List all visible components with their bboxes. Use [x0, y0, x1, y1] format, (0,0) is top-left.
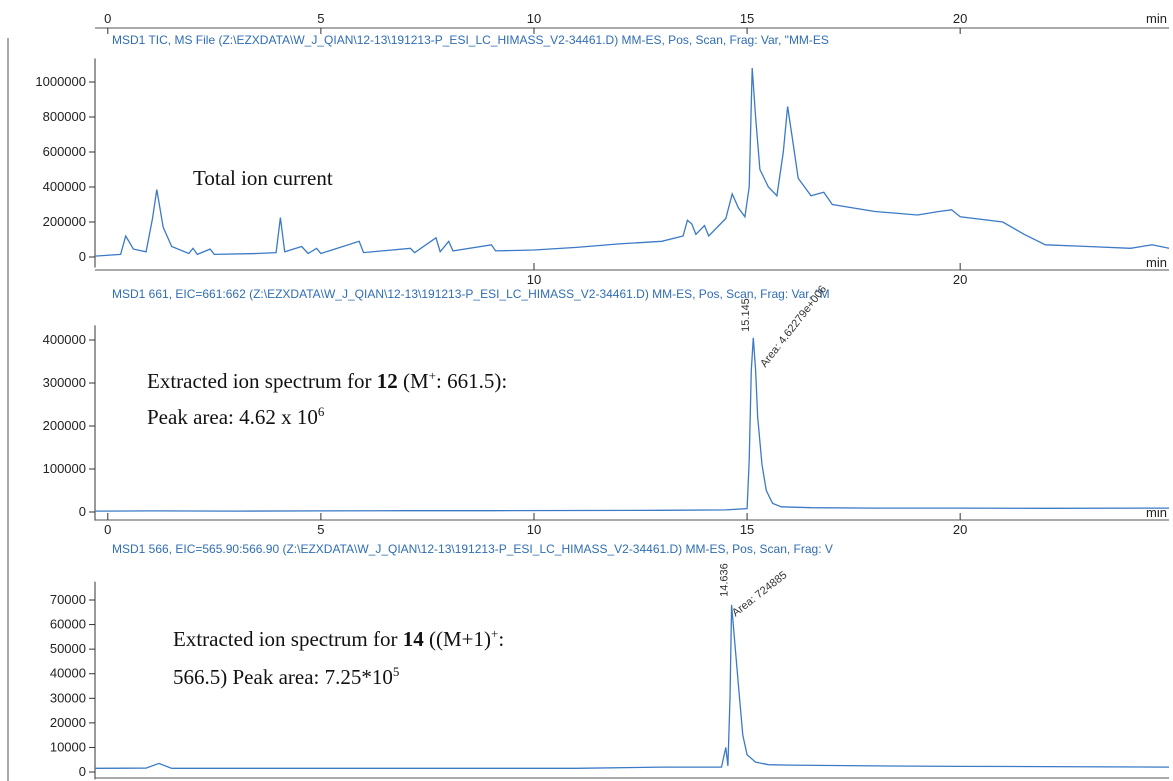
y-tick-label: 1000000	[35, 74, 86, 89]
peak-label: 14.636	[719, 563, 731, 597]
annotation-part: 5	[393, 664, 400, 679]
annotation-part: (M	[398, 369, 429, 393]
annotation-part: : 661.5):	[436, 369, 507, 393]
annotation-part: 14	[403, 627, 425, 651]
y-tick-label: 20000	[50, 715, 86, 730]
x-axis-label: min	[1146, 11, 1167, 26]
x-tick-label: 15	[740, 11, 754, 26]
x-tick-label: 0	[104, 522, 111, 537]
y-tick-label: 70000	[50, 592, 86, 607]
y-tick-label: 30000	[50, 690, 86, 705]
annotation: 566.5) Peak area: 7.25*105	[173, 664, 399, 689]
y-tick-label: 40000	[50, 666, 86, 681]
area-label: Area: 724885	[730, 569, 789, 619]
annotation: Total ion current	[193, 166, 333, 190]
x-tick-label: 5	[317, 522, 324, 537]
y-tick-label: 200000	[43, 418, 86, 433]
panel-title: MSD1 661, EIC=661:662 (Z:\EZXDATA\W_J_QI…	[112, 287, 830, 301]
trace-line	[94, 67, 1170, 257]
y-tick-label: 400000	[43, 179, 86, 194]
x-tick-label: 10	[527, 11, 541, 26]
annotation-part: 12	[377, 369, 398, 393]
x-tick-label: 10	[527, 272, 541, 287]
annotation-part: ((M+1)	[424, 627, 491, 651]
annotation: Extracted ion spectrum for 14 ((M+1)+:	[173, 626, 504, 651]
annotation-part: Peak area: 4.62 x 10	[147, 405, 318, 429]
y-tick-label: 200000	[43, 214, 86, 229]
y-tick-label: 60000	[50, 617, 86, 632]
x-tick-label: 20	[953, 522, 967, 537]
trace-line	[94, 604, 1170, 769]
annotation: Extracted ion spectrum for 12 (M+: 661.5…	[147, 368, 507, 393]
x-tick-label: 5	[317, 11, 324, 26]
panel-title: MSD1 TIC, MS File (Z:\EZXDATA\W_J_QIAN\1…	[112, 33, 829, 47]
y-tick-label: 100000	[43, 461, 86, 476]
annotation-part: 6	[318, 404, 325, 419]
annotation-part: +	[429, 368, 436, 383]
annotation-part: 566.5) Peak area: 7.25*10	[173, 665, 393, 689]
x-tick-label: 20	[953, 272, 967, 287]
annotation-part: :	[498, 627, 504, 651]
x-tick-label: 0	[104, 11, 111, 26]
annotation-part: Extracted ion spectrum for	[147, 369, 377, 393]
y-tick-label: 0	[79, 249, 86, 264]
x-axis-label: min	[1146, 255, 1167, 270]
annotation-part: Extracted ion spectrum for	[173, 627, 403, 651]
annotation-part: +	[491, 626, 498, 641]
x-axis-label: min	[1146, 505, 1167, 520]
x-tick-label: 15	[740, 522, 754, 537]
peak-label: 15.145	[740, 298, 752, 332]
y-tick-label: 10000	[50, 739, 86, 754]
x-tick-label: 20	[953, 11, 967, 26]
y-tick-label: 0	[79, 764, 86, 779]
y-tick-label: 50000	[50, 641, 86, 656]
y-tick-label: 0	[79, 504, 86, 519]
annotation: Peak area: 4.62 x 106	[147, 404, 325, 429]
trace-line	[94, 337, 1170, 512]
panel-title: MSD1 566, EIC=565.90:566.90 (Z:\EZXDATA\…	[112, 542, 833, 556]
y-tick-label: 400000	[43, 332, 86, 347]
y-tick-label: 600000	[43, 144, 86, 159]
x-tick-label: 10	[527, 522, 541, 537]
y-tick-label: 800000	[43, 109, 86, 124]
y-tick-label: 300000	[43, 375, 86, 390]
